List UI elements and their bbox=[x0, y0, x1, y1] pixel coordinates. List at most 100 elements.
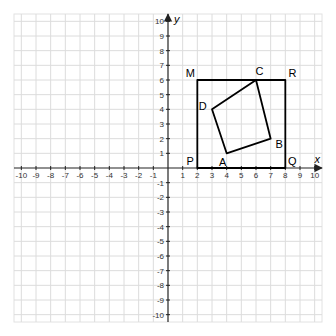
tick-label: -3 bbox=[120, 171, 128, 180]
tick-label: 7 bbox=[160, 61, 165, 70]
tick-mark bbox=[300, 166, 301, 170]
tick-label: -2 bbox=[135, 171, 143, 180]
tick-mark bbox=[153, 166, 154, 170]
tick-label: 2 bbox=[160, 135, 165, 144]
tick-mark bbox=[94, 166, 95, 170]
chart: -10-9-8-7-6-5-4-3-2-112345678910-10-9-8-… bbox=[0, 0, 336, 336]
grid-line bbox=[80, 14, 81, 322]
vertex-label: A bbox=[219, 156, 227, 168]
tick-mark bbox=[166, 241, 170, 242]
tick-label: -7 bbox=[62, 171, 70, 180]
tick-mark bbox=[182, 166, 183, 170]
grid-line bbox=[14, 182, 322, 183]
tick-label: 5 bbox=[239, 171, 244, 180]
tick-label: -8 bbox=[157, 281, 165, 290]
tick-mark bbox=[166, 94, 170, 95]
tick-label: -9 bbox=[32, 171, 40, 180]
tick-label: -7 bbox=[157, 267, 165, 276]
tick-label: 9 bbox=[160, 32, 165, 41]
tick-mark bbox=[124, 166, 125, 170]
tick-mark bbox=[166, 270, 170, 271]
tick-label: -9 bbox=[157, 296, 165, 305]
axis-label: x bbox=[314, 153, 321, 165]
vertex-labels: PQRMABCD bbox=[186, 65, 297, 169]
tick-mark bbox=[166, 65, 170, 66]
tick-mark bbox=[166, 285, 170, 286]
tick-label: 6 bbox=[160, 76, 165, 85]
grid-line bbox=[138, 14, 139, 322]
grid-line bbox=[14, 256, 322, 257]
tick-label: 3 bbox=[210, 171, 215, 180]
tick-label: -5 bbox=[157, 237, 165, 246]
tick-label: 5 bbox=[160, 91, 165, 100]
tick-label: 8 bbox=[283, 171, 288, 180]
grid-line bbox=[14, 212, 322, 213]
grid-line bbox=[14, 285, 322, 286]
vertex-label: M bbox=[186, 67, 195, 79]
tick-label: 1 bbox=[160, 149, 165, 158]
grid-line bbox=[36, 14, 37, 322]
grid-line bbox=[14, 153, 322, 154]
tick-labels: -10-9-8-7-6-5-4-3-2-112345678910-10-9-8-… bbox=[16, 17, 320, 319]
polygon bbox=[197, 80, 285, 168]
grid-line bbox=[14, 21, 322, 22]
tick-mark bbox=[109, 166, 110, 170]
grid-line bbox=[14, 270, 322, 271]
grid-line bbox=[21, 14, 22, 322]
vertex-label: P bbox=[187, 155, 194, 167]
tick-label: -4 bbox=[106, 171, 114, 180]
tick-mark bbox=[314, 166, 315, 170]
tick-mark bbox=[166, 50, 170, 51]
tick-label: -3 bbox=[157, 208, 165, 217]
grid-line bbox=[14, 65, 322, 66]
grid-line bbox=[14, 36, 322, 37]
tick-label: 10 bbox=[310, 171, 319, 180]
tick-label: 10 bbox=[155, 17, 164, 26]
tick-mark bbox=[166, 124, 170, 125]
tick-label: -5 bbox=[91, 171, 99, 180]
tick-mark bbox=[166, 314, 170, 315]
polygon bbox=[212, 80, 271, 153]
tick-mark bbox=[50, 166, 51, 170]
tick-label: -10 bbox=[16, 171, 28, 180]
tick-mark bbox=[138, 166, 139, 170]
vertex-label: R bbox=[288, 67, 296, 79]
grid-line bbox=[14, 124, 322, 125]
grid-line bbox=[94, 14, 95, 322]
y-axis bbox=[167, 14, 168, 322]
tick-label: 1 bbox=[180, 171, 185, 180]
grid-line bbox=[14, 241, 322, 242]
tick-label: -8 bbox=[47, 171, 55, 180]
vertex-label: D bbox=[199, 100, 207, 112]
grid-line bbox=[14, 94, 322, 95]
tick-label: -4 bbox=[157, 223, 165, 232]
tick-label: 2 bbox=[195, 171, 200, 180]
tick-label: 6 bbox=[254, 171, 259, 180]
tick-mark bbox=[36, 166, 37, 170]
grid-line bbox=[14, 300, 322, 301]
tick-label: 4 bbox=[224, 171, 229, 180]
tick-mark bbox=[166, 300, 170, 301]
tick-label: 7 bbox=[268, 171, 273, 180]
grid-line bbox=[14, 226, 322, 227]
tick-mark bbox=[166, 36, 170, 37]
axis-label: y bbox=[173, 13, 181, 25]
tick-mark bbox=[166, 21, 170, 22]
grid-line bbox=[109, 14, 110, 322]
tick-label: -1 bbox=[157, 179, 165, 188]
vertex-label: C bbox=[255, 65, 263, 77]
tick-mark bbox=[80, 166, 81, 170]
grid-line bbox=[14, 197, 322, 198]
grid-line bbox=[153, 14, 154, 322]
grid-line bbox=[300, 14, 301, 322]
tick-label: 9 bbox=[298, 171, 303, 180]
grid-line bbox=[50, 14, 51, 322]
tick-mark bbox=[166, 153, 170, 154]
tick-label: -2 bbox=[157, 193, 165, 202]
grid bbox=[14, 14, 322, 322]
grid-line bbox=[124, 14, 125, 322]
tick-mark bbox=[166, 80, 170, 81]
grid-line bbox=[182, 14, 183, 322]
grid-line bbox=[14, 50, 322, 51]
tick-label: 8 bbox=[160, 47, 165, 56]
